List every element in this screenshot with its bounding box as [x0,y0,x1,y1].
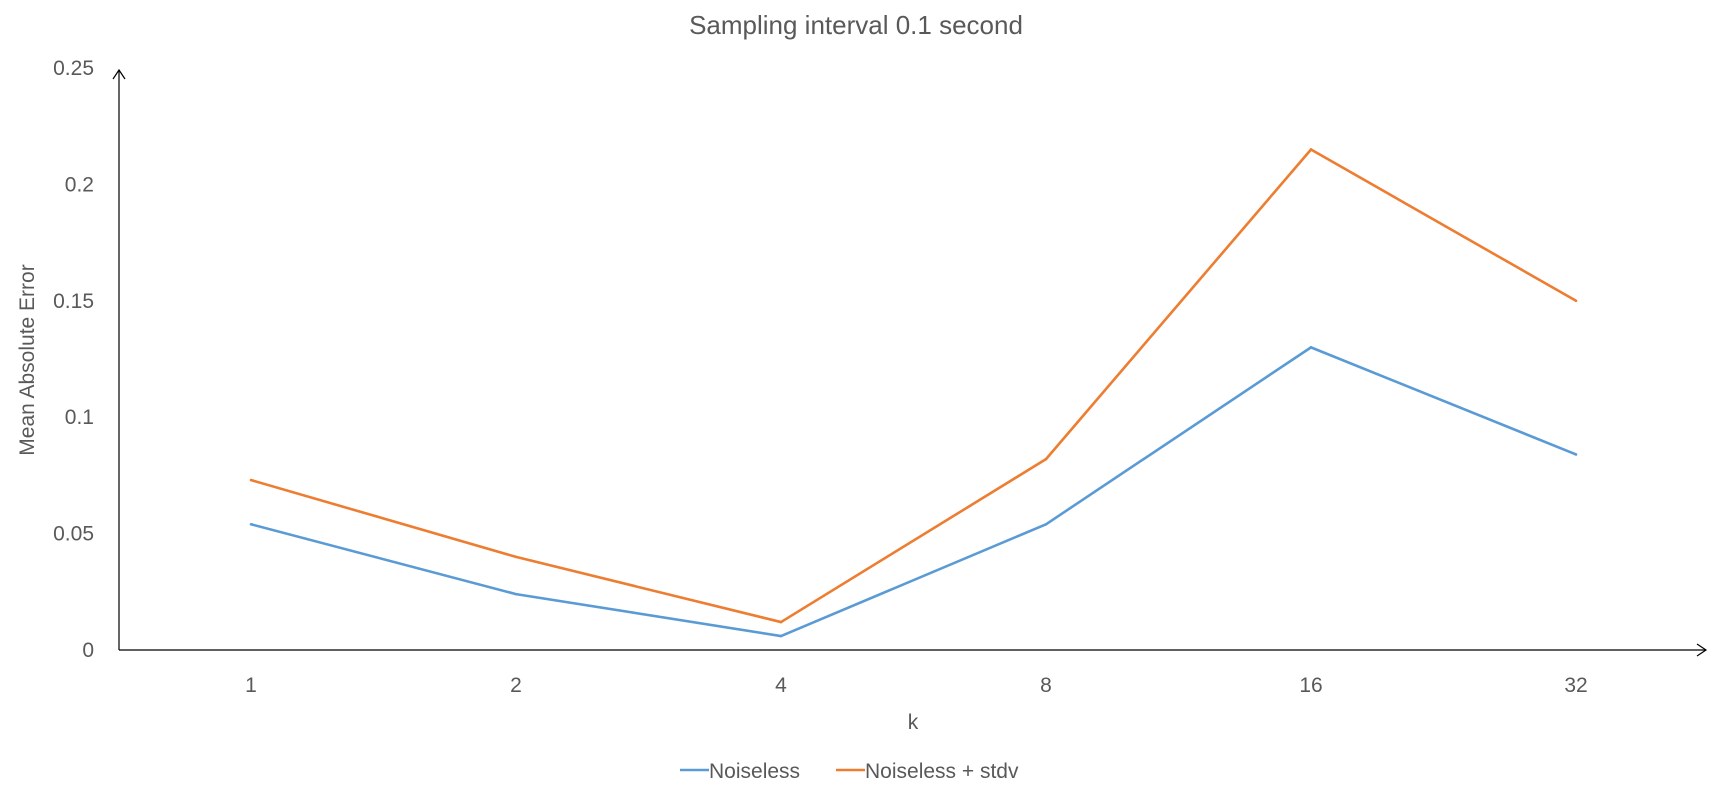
y-tick-label: 0 [82,639,94,662]
data-point [514,555,518,559]
data-point [514,592,518,596]
x-tick-label: 8 [1040,674,1052,697]
series-lines [249,148,1578,638]
data-point [1309,346,1313,349]
data-point [1044,522,1048,526]
y-tick-label: 0.05 [53,523,94,546]
x-tick-label: 16 [1299,674,1322,697]
y-tick-label: 0.1 [65,406,94,429]
data-point [249,522,253,526]
chart-title: Sampling interval 0.1 second [689,10,1023,40]
y-tick-labels: 0 0.05 0.1 0.15 0.2 0.25 [53,57,94,662]
data-point [249,478,253,482]
legend-label-2: Noiseless + stdv [865,760,1019,783]
legend: Noiseless Noiseless + stdv [680,760,1019,783]
y-tick-label: 0.25 [53,57,94,80]
x-tick-label: 32 [1564,674,1587,697]
series-line-2 [250,148,1577,624]
data-point [1574,453,1578,456]
data-point [1574,299,1578,303]
legend-label-1: Noiseless [709,760,800,783]
x-axis-arrow-icon [1696,643,1708,657]
y-tick-label: 0.2 [65,173,94,196]
x-axis-label: k [908,711,919,734]
x-tick-label: 4 [775,674,787,697]
y-tick-label: 0.15 [53,290,94,313]
x-tick-label: 1 [245,674,257,697]
y-axis-label: Mean Absolute Error [16,264,39,455]
series-line-1 [250,346,1577,638]
y-axis-arrow-icon [112,68,126,80]
data-point [1309,148,1313,151]
data-point [1044,457,1048,461]
data-point [779,634,783,638]
x-tick-label: 2 [510,674,522,697]
x-tick-labels: 1 2 4 8 16 32 [245,674,1588,697]
data-point [779,620,783,624]
